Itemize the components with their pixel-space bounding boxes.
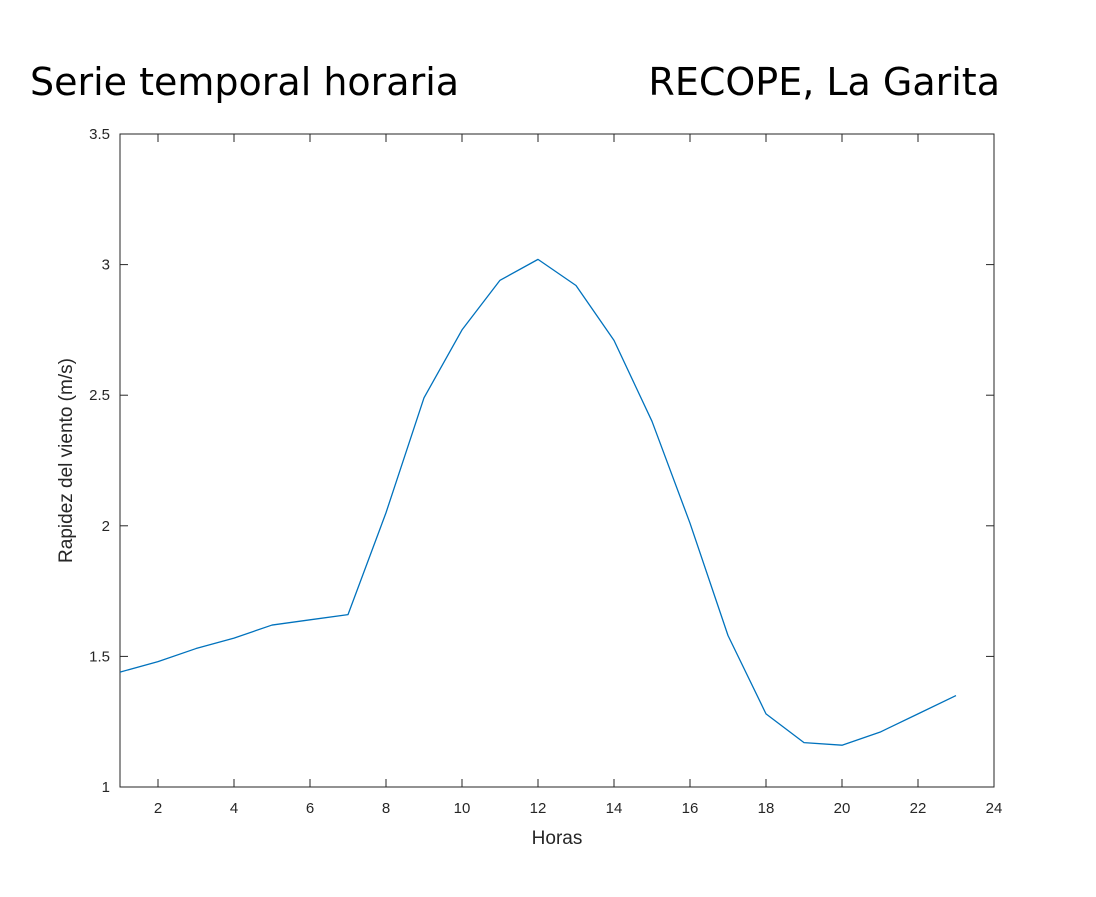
y-axis-label: Rapidez del viento (m/s) — [56, 358, 77, 563]
x-tick-label: 6 — [306, 800, 314, 817]
x-tick-label: 18 — [758, 800, 775, 817]
y-tick-label: 2 — [102, 518, 110, 535]
x-tick-label: 12 — [530, 800, 547, 817]
x-tick-label: 14 — [606, 800, 623, 817]
y-tick-label: 1.5 — [89, 648, 110, 665]
axes-box — [119, 133, 995, 788]
x-tick-label: 2 — [154, 800, 162, 817]
x-tick-label: 4 — [230, 800, 238, 817]
x-tick-label: 10 — [454, 800, 471, 817]
y-tick-label: 2.5 — [89, 387, 110, 404]
x-tick-label: 22 — [910, 800, 927, 817]
x-tick-label: 24 — [986, 800, 1003, 817]
x-axis-label: Horas — [532, 828, 583, 849]
chart-title: Serie temporal horaria — [30, 60, 460, 104]
chart-location: RECOPE, La Garita — [648, 60, 1000, 104]
x-tick-label: 16 — [682, 800, 699, 817]
y-tick-label: 3.5 — [89, 126, 110, 143]
y-tick-label: 1 — [102, 779, 110, 796]
plot-area: 2 4 6 8 10 12 14 16 18 20 22 2411.522.533.5HorasRap… — [56, 126, 1002, 849]
x-tick-label: 20 — [834, 800, 851, 817]
y-tick-label: 3 — [102, 257, 110, 274]
series-line — [119, 258, 957, 746]
x-tick-label: 8 — [382, 800, 390, 817]
